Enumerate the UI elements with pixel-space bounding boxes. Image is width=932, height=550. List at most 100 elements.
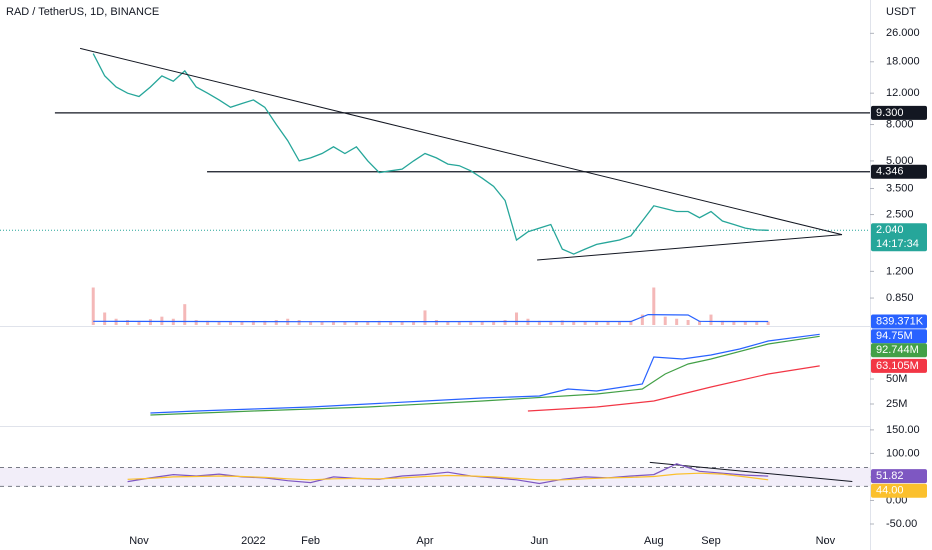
y-tick-label: 3.500: [886, 182, 914, 194]
volume-bar: [331, 321, 335, 325]
y-tick-label: 25M: [886, 398, 907, 410]
y-tick-label: 50M: [886, 373, 907, 385]
x-tick-label: Nov: [129, 535, 149, 547]
trendline: [79, 47, 843, 236]
volume-bar: [126, 320, 130, 325]
volume-bar: [343, 321, 347, 325]
volume-bar: [663, 316, 667, 325]
y-tick-label: 26.000: [886, 27, 920, 39]
volume-bar: [675, 318, 679, 325]
volume-bar: [698, 320, 702, 325]
volume-bar: [377, 320, 381, 325]
volume-bar: [274, 320, 278, 325]
volume-bar: [148, 319, 152, 325]
y-tick-label: 1.200: [886, 265, 914, 277]
y-tick-label: -50.00: [886, 518, 917, 530]
volume-bar: [137, 320, 141, 325]
series-last-label-box: [871, 329, 927, 344]
volume-bar: [434, 320, 438, 325]
series-last-label-box: [871, 358, 927, 373]
series-line: [527, 365, 820, 412]
rsi-band: [0, 467, 870, 487]
volume-bar: [423, 310, 427, 325]
volume-bar: [240, 321, 244, 325]
volume-bar: [297, 320, 301, 325]
series-last-label: 51.82: [876, 470, 904, 482]
y-tick-label: 2.500: [886, 208, 914, 220]
volume-bar: [229, 321, 233, 325]
volume-bar: [400, 321, 404, 325]
last-price-label: 2.040: [876, 224, 904, 236]
level-label: 4.346: [876, 166, 904, 178]
x-tick-label: Jun: [531, 535, 549, 547]
volume-bar: [549, 321, 553, 325]
x-tick-label: Apr: [416, 535, 433, 547]
y-axis-label: USDT: [886, 6, 916, 18]
series-last-label: 63.105M: [876, 360, 919, 372]
volume-bar: [640, 314, 644, 325]
level-label-box: [871, 105, 927, 120]
y-tick-label: 12.000: [886, 87, 920, 99]
level-label-box: [871, 164, 927, 179]
x-tick-label: Nov: [816, 535, 836, 547]
volume-bar: [206, 320, 210, 325]
x-tick-label: Aug: [644, 535, 664, 547]
trendline: [537, 234, 843, 261]
volume-bar: [583, 321, 587, 325]
volume-bar: [732, 321, 736, 325]
series-last-label: 44.00: [876, 485, 904, 497]
series-line: [150, 333, 820, 414]
x-tick-label: 2022: [241, 535, 265, 547]
y-tick-label: 100.00: [886, 447, 920, 459]
volume-bar: [492, 321, 496, 325]
volume-bar: [537, 320, 541, 325]
volume-bar: [469, 322, 473, 325]
series-line: [150, 335, 820, 416]
volume-bar: [412, 321, 416, 325]
y-tick-label: 150.00: [886, 424, 920, 436]
series-last-label-box: [871, 343, 927, 358]
volume-bar: [251, 320, 255, 325]
series-last-label-box: [871, 469, 927, 484]
volume-bar: [217, 321, 221, 325]
volume-bar: [194, 320, 198, 325]
volume-bar: [309, 321, 313, 325]
y-tick-label: 0.850: [886, 292, 914, 304]
volume-ma-label: 839.371K: [876, 315, 924, 327]
y-tick-label: 18.000: [886, 56, 920, 68]
volume-bar: [160, 316, 164, 325]
volume-bar: [446, 321, 450, 325]
volume-bar: [515, 312, 519, 325]
series-line: [127, 472, 769, 481]
volume-ma-label-box: [871, 314, 927, 329]
volume-bar: [91, 287, 95, 325]
volume-bar: [366, 321, 370, 325]
volume-bar: [503, 320, 507, 325]
volume-bar: [263, 320, 267, 325]
volume-bar: [766, 321, 770, 325]
volume-bar: [595, 321, 599, 325]
x-tick-label: Sep: [701, 535, 721, 547]
last-price-box: [871, 223, 927, 252]
x-tick-label: Feb: [301, 535, 320, 547]
price-line: [92, 53, 769, 255]
level-label: 9.300: [876, 107, 904, 119]
y-tick-label: 8.000: [886, 118, 914, 130]
volume-bar: [629, 320, 633, 325]
volume-bar: [686, 320, 690, 325]
volume-bar: [354, 322, 358, 325]
volume-bar: [755, 322, 759, 325]
volume-bar: [560, 320, 564, 325]
volume-bar: [183, 304, 187, 325]
volume-bar: [709, 314, 713, 325]
series-last-label: 94.75M: [876, 330, 913, 342]
volume-bar: [652, 287, 656, 325]
volume-bar: [320, 321, 324, 325]
volume-bar: [389, 321, 393, 325]
volume-bar: [457, 321, 461, 325]
volume-ma: [93, 313, 769, 323]
chart-title: RAD / TetherUS, 1D, BINANCE: [6, 6, 159, 18]
volume-bar: [617, 321, 621, 325]
